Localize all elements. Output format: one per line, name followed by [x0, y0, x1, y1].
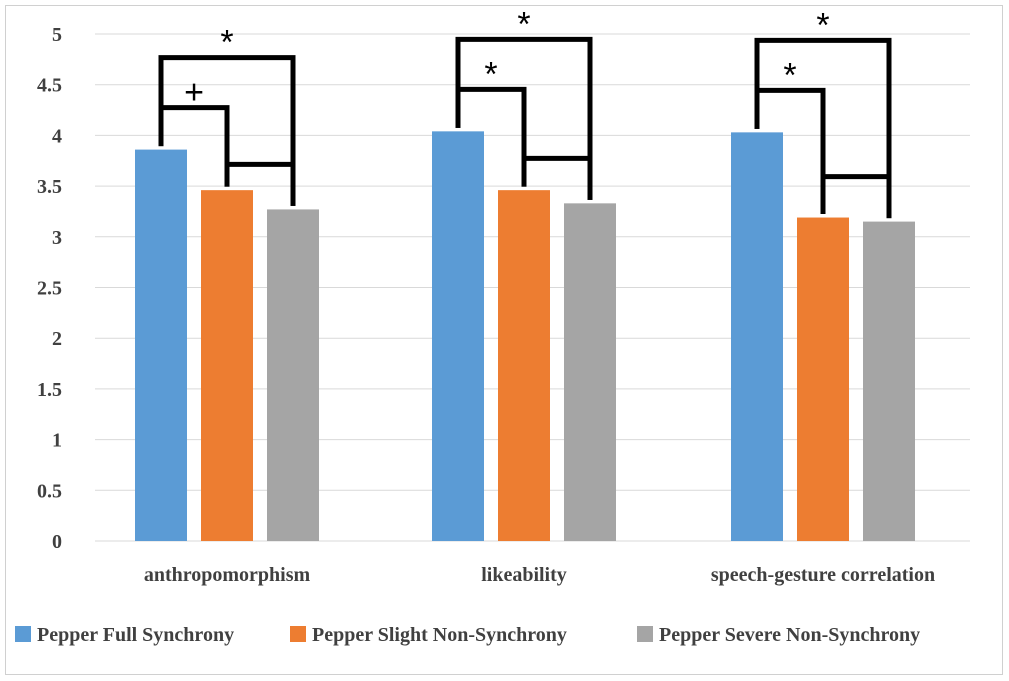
bar	[498, 190, 550, 541]
y-tick-label: 4.5	[37, 75, 62, 97]
y-tick-label: 3.5	[37, 176, 62, 198]
legend-label: Pepper Full Synchrony	[37, 624, 234, 646]
legend-label: Pepper Slight Non-Synchrony	[312, 624, 567, 646]
y-tick-label: 1.5	[37, 379, 62, 401]
x-category-label: anthropomorphism	[144, 564, 311, 586]
significance-mark: *	[816, 6, 829, 44]
legend: Pepper Full Synchrony Pepper Slight Non-S…	[15, 624, 920, 646]
y-tick-label: 1	[52, 430, 62, 452]
legend-label: Pepper Severe Non-Synchrony	[659, 624, 920, 646]
chart-frame	[5, 5, 1003, 675]
significance-bracket	[158, 55, 296, 206]
y-axis-ticks: 0 0.5 1 1.5 2 2.5 3 3.5 4 4.5 5	[37, 24, 62, 553]
significance-mark: +	[184, 74, 204, 112]
x-category-label: speech-gesture correlation	[711, 564, 935, 586]
y-tick-label: 3	[52, 227, 62, 249]
y-tick-label: 2	[52, 328, 62, 350]
bar	[797, 217, 849, 541]
legend-swatch	[290, 626, 306, 642]
y-tick-label: 0.5	[37, 480, 62, 502]
y-tick-label: 5	[52, 24, 62, 46]
bars	[135, 131, 915, 541]
y-tick-label: 0	[52, 531, 62, 553]
significance-brackets: + * * * * *	[158, 5, 892, 219]
bar	[863, 221, 915, 541]
x-category-label: likeability	[481, 564, 567, 586]
legend-swatch	[637, 626, 653, 642]
x-axis-categories: anthropomorphism likeability speech-gestur…	[144, 564, 935, 586]
significance-mark: *	[783, 56, 796, 94]
bar	[564, 203, 616, 541]
bar	[432, 131, 484, 541]
bar	[135, 149, 187, 541]
significance-mark: *	[517, 5, 530, 43]
bar	[201, 190, 253, 541]
legend-swatch	[15, 626, 31, 642]
bar	[267, 209, 319, 541]
y-tick-label: 4	[52, 125, 62, 147]
bar	[731, 132, 783, 541]
y-tick-label: 2.5	[37, 278, 62, 300]
significance-mark: *	[220, 24, 233, 62]
significance-bracket	[754, 37, 892, 219]
significance-bracket	[455, 36, 593, 200]
significance-bracket	[521, 155, 593, 200]
significance-bracket	[224, 161, 296, 206]
significance-bracket	[820, 174, 892, 219]
significance-mark: *	[484, 55, 497, 93]
